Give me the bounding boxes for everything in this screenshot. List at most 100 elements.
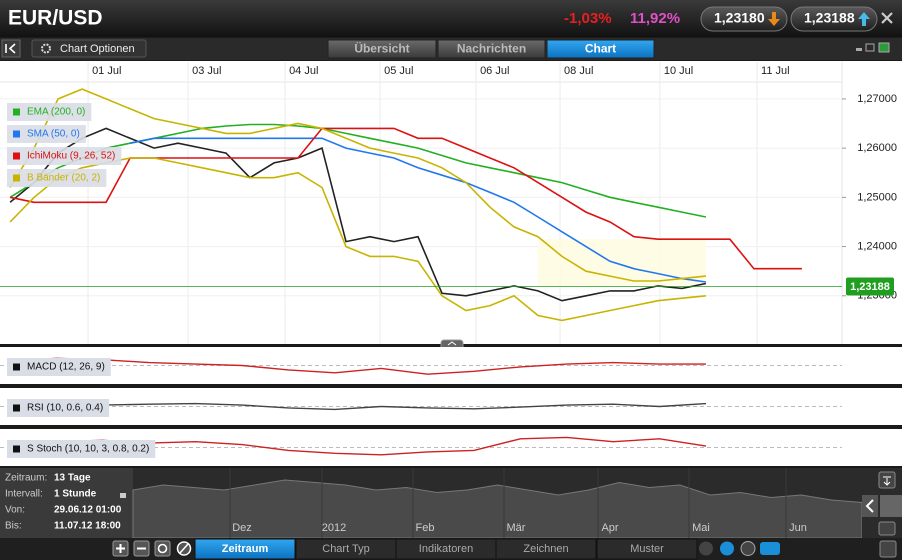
id-tool[interactable]: [760, 542, 780, 555]
series-line: [9, 157, 706, 322]
legend-swatch: [13, 174, 20, 182]
zoom-in-icon: [116, 544, 125, 553]
y-tick-label: 1,27000: [857, 93, 897, 105]
panel-swatch: [13, 404, 20, 412]
nav-scroll-left[interactable]: [862, 495, 878, 517]
panel-legend[interactable]: [7, 440, 156, 458]
footer-tab-label: Muster: [630, 543, 664, 555]
panel-legend[interactable]: [7, 358, 111, 376]
info-value: 29.06.12 01:00: [54, 505, 122, 516]
tab-label: Nachrichten: [457, 42, 526, 56]
info-label: Von:: [5, 505, 25, 516]
series-line: [129, 137, 707, 283]
last-price-label: 1,23188: [850, 281, 890, 293]
x-tick-label: 03 Jul: [192, 65, 221, 77]
footer-tab[interactable]: [495, 538, 597, 560]
navigator-area: [132, 479, 863, 539]
legend-swatch: [13, 108, 20, 116]
info-value: 13 Tage: [54, 473, 91, 484]
maximize-icon[interactable]: [878, 42, 890, 53]
bid-price: 1,23180: [714, 10, 765, 26]
change: -1,03%: [564, 10, 612, 27]
tab[interactable]: [546, 39, 655, 59]
move-tool[interactable]: [720, 541, 734, 556]
last-price-tag: [846, 277, 894, 296]
legend-label: IchiMoku (9, 26, 52): [27, 151, 115, 162]
panel-swatch: [13, 445, 20, 453]
close-button[interactable]: [881, 12, 893, 24]
info-value: 1 Stunde: [54, 489, 97, 500]
bid-button[interactable]: [700, 6, 788, 32]
settings-button[interactable]: [879, 540, 897, 558]
cross-tool[interactable]: [740, 541, 756, 556]
ask-button[interactable]: [790, 6, 878, 32]
ask-price: 1,23188: [804, 10, 855, 26]
indicator-line: [9, 357, 706, 375]
y-tick-label: 1,25000: [857, 191, 897, 203]
navigator-label: Jun: [789, 522, 807, 534]
legend-entry[interactable]: [7, 125, 86, 143]
footer-tab-label: Zeichnen: [523, 543, 568, 555]
options-button[interactable]: [31, 39, 147, 58]
panel-label: MACD (12, 26, 9): [27, 362, 105, 373]
legend-swatch: [13, 130, 20, 138]
footer-tab[interactable]: [596, 538, 698, 560]
panel-border: [0, 425, 902, 428]
x-tick-label: 06 Jul: [480, 65, 509, 77]
tab[interactable]: [437, 39, 546, 59]
legend-entry[interactable]: [7, 103, 92, 121]
draw-tool[interactable]: [699, 541, 713, 556]
legend-label: B Bänder (20, 2): [27, 173, 100, 184]
reload-icon: [157, 543, 168, 554]
restore-icon[interactable]: [865, 43, 875, 52]
reload[interactable]: [154, 540, 171, 557]
tab-label: Chart: [585, 42, 616, 56]
panel-border: [0, 384, 902, 387]
tab-group: Übersicht Nachrichten Chart: [327, 39, 655, 59]
symbol: EUR/USD: [8, 7, 103, 30]
x-tick-label: 10 Jul: [664, 65, 693, 77]
series-line: [9, 127, 707, 302]
footer-tabs: Zeitraum Chart Typ Indikatoren Zeichnen Must…: [194, 538, 698, 560]
tab-label: Übersicht: [354, 41, 409, 56]
x-tick-label: 11 Jul: [761, 65, 790, 77]
indicator-line: [9, 401, 707, 411]
main-chart: 01 Jul 03 Jul 04 Jul 05 Jul 06 Jul 08 Jul 10 J…: [0, 62, 897, 345]
footer-tab[interactable]: [194, 538, 296, 560]
series-line: [9, 123, 707, 218]
minimize-icon[interactable]: [856, 48, 862, 51]
legend-label: EMA (200, 0): [27, 107, 85, 118]
nav-bottom-button[interactable]: [878, 521, 896, 536]
nav-scroll-right[interactable]: [880, 495, 902, 517]
legend-entry[interactable]: [7, 169, 107, 187]
down-arrow: [768, 12, 780, 26]
navigator-label: Dez: [232, 522, 252, 534]
navigator-chart: Dez 2012 Feb Mär Apr Mai Jun Zeitraum: 13 Tage In…: [5, 468, 863, 539]
legend-swatch: [13, 152, 20, 160]
main-chart-bg: [0, 61, 902, 345]
legend-label: SMA (50, 0): [27, 129, 80, 140]
change-2: 11,92%: [630, 10, 680, 27]
nav-top-icon: [883, 476, 891, 486]
tab[interactable]: [327, 39, 437, 59]
up-arrow: [858, 12, 870, 26]
legend-entry[interactable]: [7, 147, 122, 165]
lock-icon: [120, 493, 126, 498]
y-tick-label: 1,26000: [857, 142, 897, 154]
options-label: Chart Optionen: [60, 43, 135, 55]
x-tick-label: 04 Jul: [289, 65, 318, 77]
panel-label: S Stoch (10, 10, 3, 0.8, 0.2): [27, 444, 149, 455]
footer-tab-label: Indikatoren: [419, 543, 473, 555]
panel-legend[interactable]: [7, 399, 110, 417]
info-panel: [0, 468, 133, 538]
info-label: Bis:: [5, 521, 22, 532]
footer-tab-label: Zeitraum: [222, 543, 269, 555]
y-tick-label: 1,24000: [857, 240, 897, 252]
navigator-label: Feb: [416, 522, 435, 534]
navigator-label: Mai: [692, 522, 710, 534]
panel-border: [0, 466, 902, 469]
navigator-label: Mär: [507, 522, 526, 534]
navigator-label: 2012: [322, 522, 346, 534]
